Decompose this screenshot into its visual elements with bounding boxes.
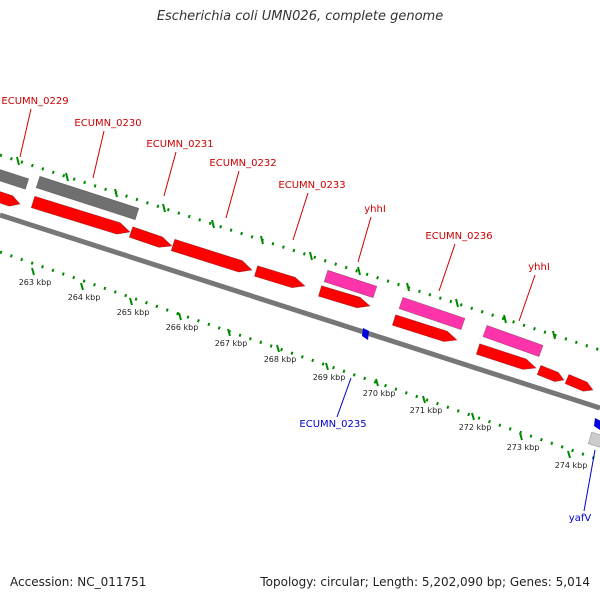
ruler-label: 266 kbp	[166, 323, 199, 332]
forward-cds-arrow[interactable]	[128, 226, 173, 248]
accession-text: Accession: NC_011751	[10, 575, 147, 589]
ruler-label: 269 kbp	[313, 373, 346, 382]
gene-label-yhhi[interactable]: yhhI	[364, 204, 386, 215]
leader-line	[583, 449, 596, 512]
genome-backbone	[0, 212, 600, 411]
ruler-major-tick	[471, 412, 475, 421]
ruler-major-tick	[227, 328, 231, 337]
ruler-major-tick	[519, 432, 523, 441]
ruler-label: 264 kbp	[68, 293, 101, 302]
ruler-label: 267 kbp	[215, 339, 248, 348]
leader-line	[518, 274, 536, 322]
forward-cds-arrow[interactable]	[0, 189, 21, 207]
forward-cds-arrow[interactable]	[30, 195, 131, 235]
outer-major-tick	[455, 298, 459, 308]
reverse-cds-marker[interactable]	[594, 418, 600, 430]
ruler-major-tick	[567, 450, 571, 459]
ruler-label: 265 kbp	[117, 308, 150, 317]
outer-major-tick	[65, 172, 69, 182]
leader-line	[92, 130, 105, 179]
mobile-element-block[interactable]	[323, 269, 378, 299]
mobile-element-block[interactable]	[398, 296, 466, 331]
ruler-major-tick	[276, 344, 280, 353]
reverse-cds-marker[interactable]	[362, 328, 369, 340]
outer-major-tick	[503, 314, 507, 324]
label-layer: ECUMN_0229 ECUMN_0230 ECUMN_0231 ECUMN_0232…	[1, 96, 596, 524]
leader-line	[292, 192, 309, 241]
ruler-label: 271 kbp	[410, 406, 443, 415]
gene-label-ecumn_0230[interactable]: ECUMN_0230	[74, 118, 141, 129]
forward-cds-arrow[interactable]	[475, 343, 537, 370]
mobile-element-block[interactable]	[482, 324, 544, 358]
other-feature-block[interactable]	[0, 167, 30, 190]
ruler-major-tick	[129, 297, 133, 306]
forward-cds-arrow[interactable]	[318, 285, 371, 309]
ruler-major-tick	[375, 378, 379, 387]
ruler-major-tick	[325, 362, 329, 371]
leader-line	[19, 108, 32, 158]
gene-label-ecumn_0229[interactable]: ECUMN_0229	[1, 96, 68, 107]
forward-cds-arrow[interactable]	[170, 238, 253, 273]
forward-cds-arrow[interactable]	[564, 374, 594, 392]
other-feature-block[interactable]	[587, 431, 600, 449]
gene-label-ecumn_0232[interactable]: ECUMN_0232	[209, 158, 276, 169]
leader-line	[357, 216, 372, 263]
forward-cds-arrow[interactable]	[536, 364, 565, 382]
leader-line	[225, 170, 240, 219]
gene-label-ecumn_0235[interactable]: ECUMN_0235	[299, 419, 366, 430]
gene-label-ecumn_0236[interactable]: ECUMN_0236	[425, 231, 492, 242]
ruler-label: 272 kbp	[459, 423, 492, 432]
outer-major-tick	[309, 251, 313, 261]
outer-major-tick	[357, 266, 361, 276]
ruler-label: 268 kbp	[264, 355, 297, 364]
feature-layer	[0, 167, 600, 449]
map-title: Escherichia coli UMN026, complete genome	[156, 9, 444, 24]
genome-summary-text: Topology: circular; Length: 5,202,090 bp…	[260, 575, 590, 589]
outer-major-tick	[16, 156, 20, 166]
leader-line	[336, 377, 352, 418]
gene-label-yhhi[interactable]: yhhI	[528, 262, 550, 273]
ruler-major-tick	[178, 312, 182, 321]
forward-cds-arrow[interactable]	[391, 314, 458, 342]
outer-major-tick	[552, 330, 556, 340]
gene-label-ecumn_0231[interactable]: ECUMN_0231	[146, 139, 213, 150]
leader-line	[163, 151, 177, 197]
gene-label-ecumn_0233[interactable]: ECUMN_0233	[278, 180, 345, 191]
ruler-label: 263 kbp	[19, 278, 52, 287]
ruler-major-tick	[31, 267, 35, 276]
outer-major-tick	[211, 219, 215, 229]
ruler-label: 273 kbp	[507, 443, 540, 452]
outer-major-tick	[114, 188, 118, 198]
other-feature-block[interactable]	[35, 175, 140, 221]
outer-major-tick	[260, 235, 264, 245]
outer-major-tick	[162, 203, 166, 213]
ruler-layer: 263 kbp 264 kbp 265 kbp 266 kbp 267 kbp 268 k…	[16, 156, 588, 470]
inner-tick-track	[0, 250, 600, 462]
ruler-major-tick	[422, 395, 426, 404]
forward-cds-arrow[interactable]	[254, 265, 306, 289]
gene-label-yafv[interactable]: yafV	[569, 513, 592, 524]
outer-major-tick	[406, 282, 410, 292]
ruler-major-tick	[80, 282, 84, 291]
ruler-label: 274 kbp	[555, 461, 588, 470]
leader-line	[438, 243, 456, 292]
ruler-label: 270 kbp	[363, 389, 396, 398]
